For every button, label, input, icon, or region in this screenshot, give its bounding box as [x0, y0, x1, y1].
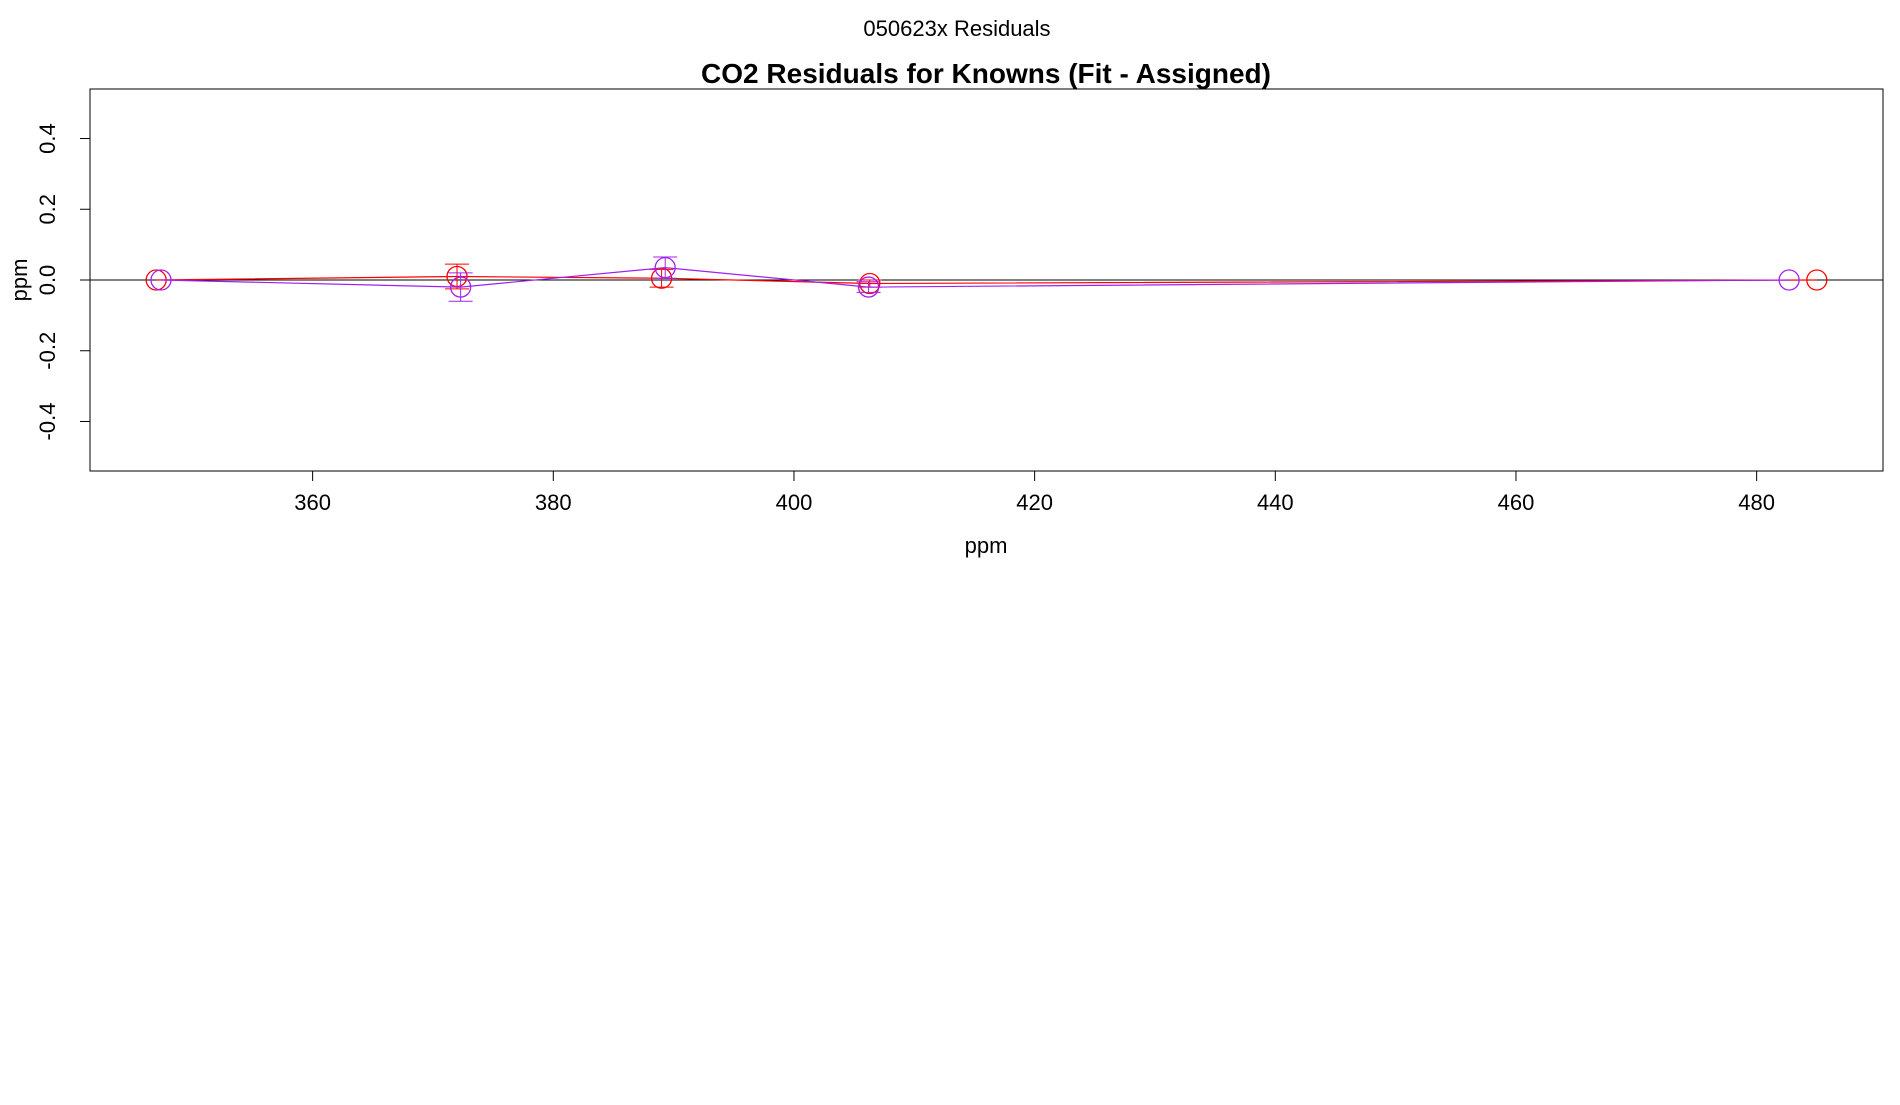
y-tick-label: -0.2 — [35, 332, 60, 370]
x-tick-label: 460 — [1498, 490, 1535, 515]
x-axis-label: ppm — [965, 533, 1008, 558]
series-2-point — [150, 269, 172, 291]
x-tick-label: 360 — [294, 490, 331, 515]
y-tick-label: 0.2 — [35, 194, 60, 225]
series-2-point — [857, 276, 880, 298]
page-header: 050623x Residuals — [863, 16, 1050, 41]
series-1-point — [1806, 269, 1828, 291]
series-2-point — [1778, 269, 1800, 291]
x-tick-label: 480 — [1738, 490, 1775, 515]
y-tick-label: 0.4 — [35, 123, 60, 154]
y-tick-label: 0.0 — [35, 265, 60, 296]
x-tick-label: 440 — [1257, 490, 1294, 515]
plot-layer: 360 380 400 420 440 460 480 -0.4 -0.2 0.0 0.2 0.4 — [35, 123, 1883, 515]
y-axis-label: ppm — [7, 259, 32, 302]
x-tick-label: 420 — [1016, 490, 1053, 515]
y-tick-label: -0.4 — [35, 403, 60, 441]
series-2-point — [449, 276, 472, 298]
series-2-point — [654, 256, 676, 279]
chart-title: CO2 Residuals for Knowns (Fit - Assigned… — [701, 58, 1271, 89]
x-tick-label: 400 — [776, 490, 813, 515]
x-tick-label: 380 — [535, 490, 572, 515]
plot-frame — [89, 88, 1884, 472]
